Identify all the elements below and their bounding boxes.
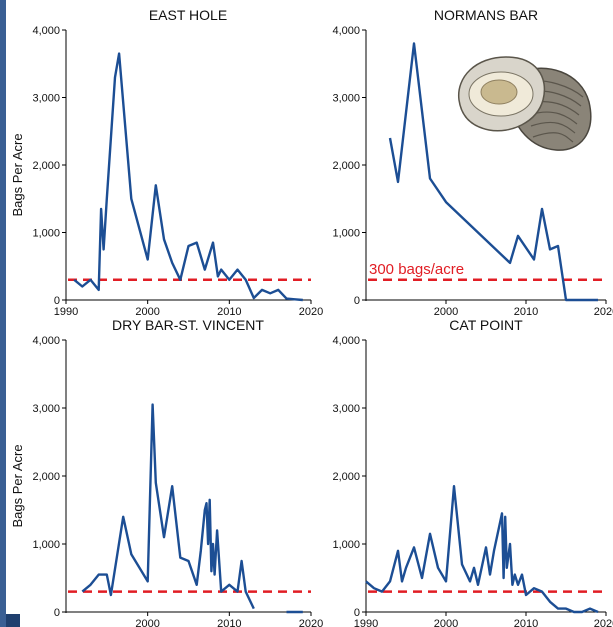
x-tick-label: 1990 — [354, 618, 378, 627]
chart-grid: EAST HOLE 0 1,000 2,000 3,000 4,000 1990 2000 20… — [10, 7, 613, 627]
x-tick-label: 2000 — [434, 306, 458, 318]
y-tick-label: 1,000 — [32, 228, 60, 240]
x-tick-label: 1990 — [54, 306, 78, 318]
chart-panel: CAT POINT 0 1,000 2,000 3,000 4,000 1990 2000 20… — [332, 317, 613, 627]
series-line — [73, 52, 303, 302]
oyster-shell-ridge — [532, 132, 574, 143]
y-tick-label: 3,000 — [332, 93, 360, 105]
chart-title: DRY BAR-ST. VINCENT — [112, 317, 264, 333]
y-tick-label: 1,000 — [332, 539, 360, 551]
y-tick-label: 0 — [54, 607, 60, 619]
x-tick-label: 2010 — [217, 306, 241, 318]
chart-title: CAT POINT — [449, 317, 523, 333]
y-tick-label: 0 — [354, 295, 360, 307]
chart-panel: NORMANS BAR 0 1,000 2,000 3,000 4,000 2000 2010… — [332, 7, 613, 318]
y-tick-label: 3,000 — [332, 403, 360, 415]
x-tick-label: 2020 — [299, 618, 323, 627]
x-tick-label: 2000 — [434, 618, 458, 627]
y-axis-label: Bags Per Acre — [10, 133, 25, 216]
y-tick-label: 2,000 — [332, 160, 360, 172]
corner-tab — [6, 614, 20, 627]
y-tick-label: 2,000 — [32, 160, 60, 172]
y-tick-label: 0 — [54, 295, 60, 307]
y-tick-label: 4,000 — [32, 335, 60, 347]
x-tick-label: 2010 — [217, 618, 241, 627]
x-tick-label: 2000 — [135, 306, 159, 318]
series-line — [365, 485, 599, 614]
series-line — [81, 403, 255, 610]
y-tick-label: 4,000 — [332, 25, 360, 37]
threshold-label: 300 bags/acre — [369, 261, 464, 278]
y-tick-label: 1,000 — [32, 539, 60, 551]
oyster-shell-ridge — [530, 121, 576, 134]
x-tick-label: 2020 — [594, 306, 613, 318]
figure: EAST HOLE 0 1,000 2,000 3,000 4,000 1990 2000 20… — [6, 0, 613, 627]
chart-title: NORMANS BAR — [434, 7, 538, 23]
x-tick-label: 2010 — [514, 306, 538, 318]
oyster-shells-illustration — [458, 56, 592, 151]
chart-panel: EAST HOLE 0 1,000 2,000 3,000 4,000 1990 2000 20… — [10, 7, 323, 318]
chart-panel: DRY BAR-ST. VINCENT 0 1,000 2,000 3,000 4,000… — [10, 317, 323, 627]
series-line — [388, 42, 598, 302]
oyster-center — [480, 79, 518, 105]
x-tick-label: 2020 — [299, 306, 323, 318]
y-tick-label: 0 — [354, 607, 360, 619]
y-tick-label: 4,000 — [332, 335, 360, 347]
y-tick-label: 4,000 — [32, 25, 60, 37]
y-tick-label: 2,000 — [332, 471, 360, 483]
y-tick-label: 3,000 — [32, 403, 60, 415]
y-tick-label: 1,000 — [332, 228, 360, 240]
y-tick-label: 3,000 — [32, 93, 60, 105]
y-axis-label: Bags Per Acre — [10, 444, 25, 527]
chart-title: EAST HOLE — [149, 7, 227, 23]
x-tick-label: 2000 — [135, 618, 159, 627]
x-tick-label: 2010 — [514, 618, 538, 627]
x-tick-label: 2020 — [594, 618, 613, 627]
y-tick-label: 2,000 — [32, 471, 60, 483]
